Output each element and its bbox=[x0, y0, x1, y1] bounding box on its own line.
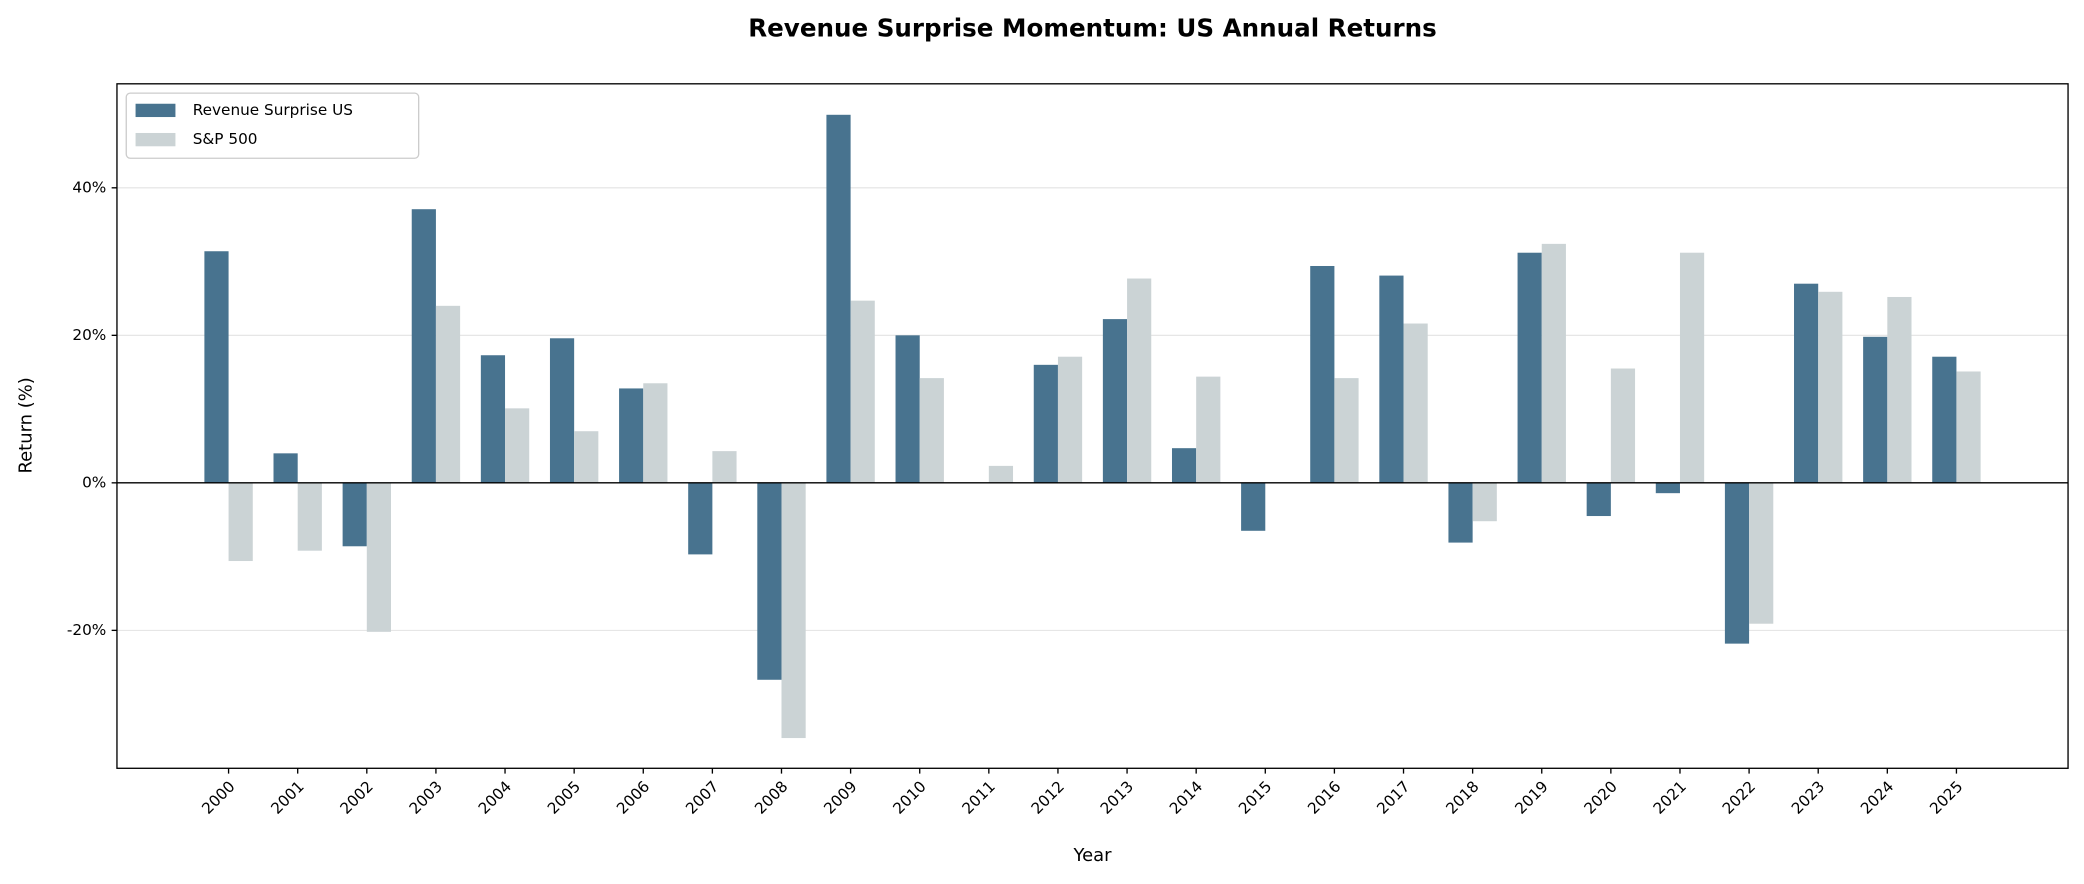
bar bbox=[712, 451, 737, 483]
bar bbox=[1932, 356, 1957, 483]
x-tick-label: 2003 bbox=[406, 778, 446, 818]
x-tick-label: 2004 bbox=[475, 778, 515, 818]
bar bbox=[366, 482, 391, 632]
bar bbox=[1057, 356, 1083, 483]
x-tick-label: 2009 bbox=[820, 778, 860, 818]
y-tick-label: 40% bbox=[72, 178, 106, 196]
bar bbox=[1610, 368, 1636, 483]
bar bbox=[228, 482, 253, 562]
bar bbox=[1448, 482, 1473, 543]
y-tick-label: -20% bbox=[67, 621, 106, 639]
x-tick-label: 2005 bbox=[544, 778, 584, 818]
bar bbox=[1102, 319, 1128, 483]
bar bbox=[1171, 448, 1197, 483]
bar bbox=[549, 338, 575, 483]
bar bbox=[826, 114, 851, 483]
bar bbox=[688, 482, 713, 555]
x-tick-label: 2021 bbox=[1650, 778, 1690, 818]
bar bbox=[411, 209, 436, 483]
x-tick-label: 2016 bbox=[1304, 778, 1344, 818]
x-tick-label: 2015 bbox=[1235, 778, 1275, 818]
bar bbox=[435, 305, 461, 483]
y-tick-label: 0% bbox=[82, 473, 106, 491]
x-tick-label: 2013 bbox=[1097, 778, 1137, 818]
x-tick-label: 2025 bbox=[1926, 778, 1966, 818]
bar bbox=[988, 465, 1014, 483]
y-axis-label: Return (%) bbox=[16, 377, 37, 473]
bar bbox=[850, 300, 875, 483]
bar bbox=[505, 408, 530, 483]
x-tick-label: 2006 bbox=[613, 778, 653, 818]
x-tick-label: 2017 bbox=[1373, 778, 1413, 818]
x-tick-label: 2022 bbox=[1719, 778, 1759, 818]
bar bbox=[895, 335, 920, 483]
bar bbox=[1794, 283, 1819, 483]
x-axis-label: Year bbox=[1073, 845, 1113, 866]
legend-swatch bbox=[135, 103, 176, 118]
x-tick-label: 2012 bbox=[1028, 778, 1068, 818]
bar bbox=[643, 383, 668, 483]
bar bbox=[1749, 482, 1774, 624]
chart-title: Revenue Surprise Momentum: US Annual Ret… bbox=[748, 13, 1437, 42]
bar bbox=[1679, 252, 1705, 483]
x-tick-label: 2008 bbox=[751, 778, 791, 818]
bar bbox=[1310, 265, 1335, 483]
bar bbox=[1033, 364, 1058, 483]
x-tick-label: 2000 bbox=[198, 778, 238, 818]
bar bbox=[619, 388, 644, 483]
bar bbox=[342, 482, 367, 547]
x-tick-label: 2019 bbox=[1512, 778, 1552, 818]
bar bbox=[781, 482, 806, 739]
bar bbox=[1472, 482, 1497, 522]
bar bbox=[480, 355, 506, 483]
bar bbox=[297, 482, 322, 551]
bar bbox=[204, 251, 229, 483]
bar bbox=[1334, 378, 1359, 483]
x-tick-label: 2002 bbox=[337, 778, 377, 818]
bar bbox=[1956, 371, 1981, 483]
bar bbox=[1241, 482, 1266, 531]
bar bbox=[1655, 482, 1680, 494]
x-tick-label: 2018 bbox=[1442, 778, 1482, 818]
x-tick-label: 2014 bbox=[1166, 778, 1206, 818]
bar bbox=[1379, 275, 1404, 483]
x-tick-label: 2007 bbox=[682, 778, 722, 818]
bar bbox=[919, 378, 944, 483]
bar bbox=[1586, 482, 1611, 517]
bar bbox=[1517, 252, 1542, 483]
x-tick-label: 2011 bbox=[959, 778, 999, 818]
bar bbox=[757, 482, 782, 680]
bar bbox=[1541, 243, 1566, 483]
bar bbox=[1127, 278, 1152, 483]
y-tick-label: 20% bbox=[72, 326, 106, 344]
bar bbox=[1724, 482, 1750, 644]
legend-label: S&P 500 bbox=[193, 130, 258, 148]
bar bbox=[1403, 323, 1428, 483]
x-tick-label: 2023 bbox=[1788, 778, 1828, 818]
bar bbox=[1887, 296, 1912, 483]
x-tick-label: 2020 bbox=[1581, 778, 1621, 818]
bar bbox=[574, 431, 599, 483]
x-tick-label: 2001 bbox=[267, 778, 307, 818]
bar bbox=[273, 453, 298, 483]
bar bbox=[1818, 291, 1843, 483]
legend-box bbox=[125, 92, 420, 159]
legend-label: Revenue Surprise US bbox=[193, 101, 353, 119]
x-tick-label: 2010 bbox=[890, 778, 930, 818]
plot-frame bbox=[116, 83, 2069, 769]
bar bbox=[1196, 376, 1221, 483]
legend-swatch bbox=[135, 132, 176, 147]
x-tick-label: 2024 bbox=[1857, 778, 1897, 818]
bar bbox=[1863, 336, 1888, 483]
